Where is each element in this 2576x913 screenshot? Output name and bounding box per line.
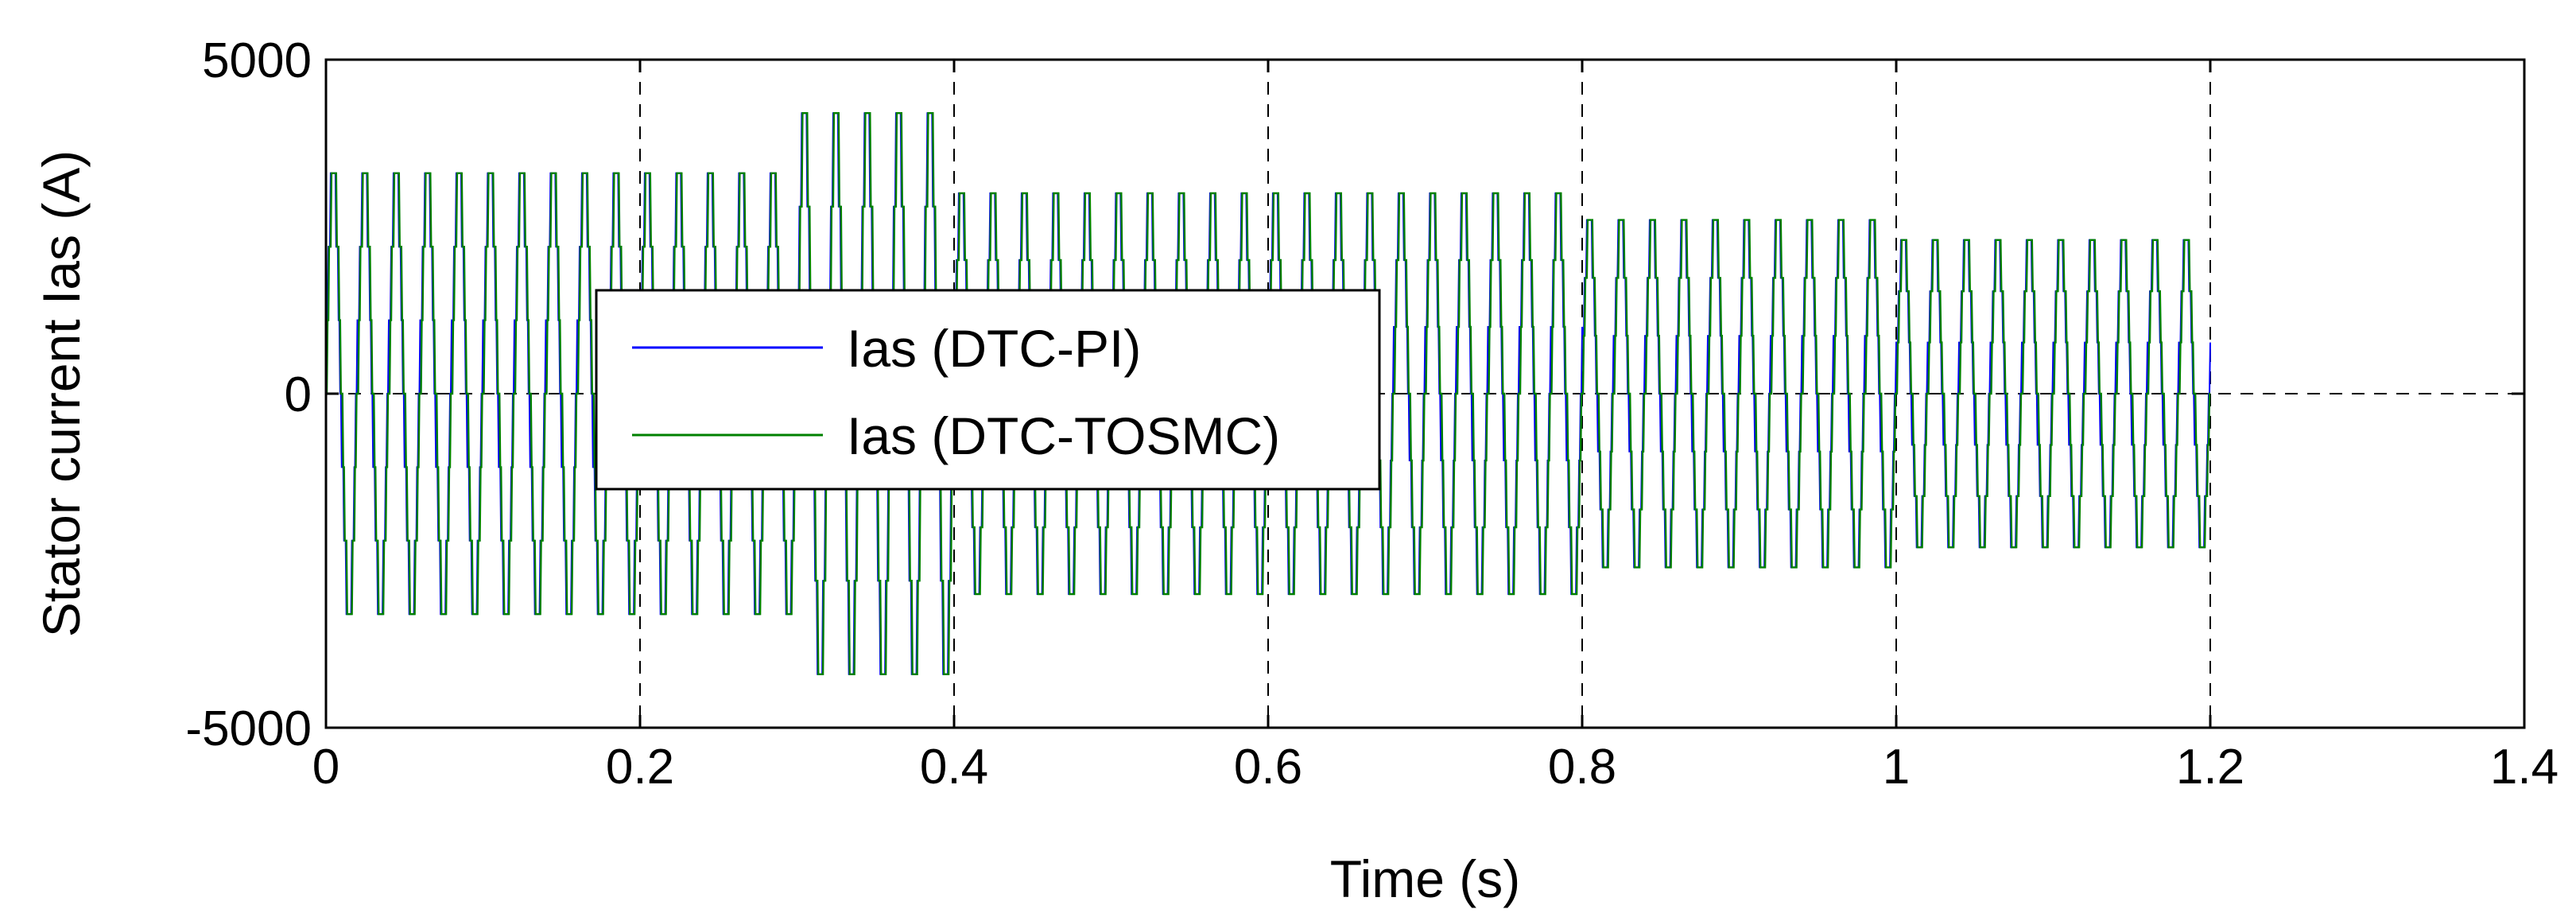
y-tick-label: 0 — [285, 367, 312, 422]
x-tick-label: 0.4 — [920, 740, 988, 795]
x-tick-label: 0 — [312, 740, 339, 795]
legend-label-dtc-tosmc: Ias (DTC-TOSMC) — [847, 406, 1280, 465]
legend: Ias (DTC-PI) Ias (DTC-TOSMC) — [595, 289, 1381, 491]
y-tick-label: -5000 — [185, 701, 312, 756]
legend-box — [595, 289, 1381, 491]
tick-layer — [324, 58, 2526, 729]
x-tick-label: 1 — [1883, 740, 1910, 795]
x-tick-label: 0.2 — [606, 740, 674, 795]
x-tick-label: 0.8 — [1548, 740, 1616, 795]
x-tick-label: 1.4 — [2490, 740, 2559, 795]
x-tick-label: 1.2 — [2176, 740, 2244, 795]
x-axis-title: Time (s) — [1330, 849, 1521, 908]
x-tick-label: 0.6 — [1234, 740, 1302, 795]
legend-label-dtc-pi: Ias (DTC-PI) — [847, 319, 1141, 378]
y-axis-title: Stator current Ias (A) — [32, 150, 91, 638]
y-tick-label: 5000 — [202, 33, 312, 88]
